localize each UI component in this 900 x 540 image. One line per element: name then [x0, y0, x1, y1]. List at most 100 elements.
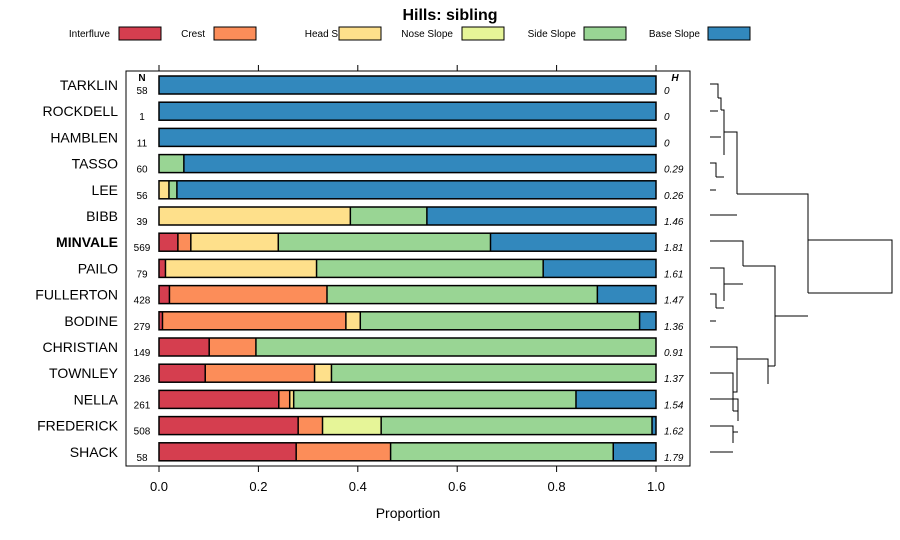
bar-outline: [158, 258, 657, 279]
bar-row: [158, 337, 657, 357]
x-axis: 0.0 0.2 0.4 0.6 0.8 1.0: [150, 65, 665, 494]
series-name-label: BIBB: [86, 208, 118, 224]
series-name-label: TOWNLEY: [49, 365, 119, 381]
bar-outline: [158, 284, 657, 305]
bar-outline: [158, 153, 657, 174]
bar-row: [158, 127, 657, 148]
n-header: N: [138, 73, 145, 84]
bar-outline: [158, 415, 657, 436]
bar-segment: [360, 311, 640, 330]
series-name-label: FREDERICK: [37, 418, 119, 434]
n-value-label: 58: [136, 86, 148, 97]
bar-outline: [158, 389, 657, 410]
h-value-label: 0: [664, 112, 670, 123]
series-name-label: BODINE: [64, 313, 118, 329]
n-value-label: 261: [134, 400, 151, 411]
series-name-label: ROCKDELL: [43, 103, 119, 119]
bar-segment: [314, 364, 332, 383]
bar-segment: [298, 416, 323, 435]
bar-segment: [381, 416, 653, 435]
bar-segment: [289, 390, 294, 409]
bar-segment: [159, 154, 184, 173]
bar-segment: [159, 233, 178, 252]
h-value-label: 1.79: [664, 453, 684, 464]
h-value-label: 0: [664, 138, 670, 149]
h-value-label: 1.81: [664, 243, 683, 254]
bar-row: [158, 442, 657, 462]
bar-segment: [255, 338, 657, 356]
series-name-label: HAMBLEN: [50, 129, 118, 145]
bar-segment: [490, 233, 656, 252]
n-value-label: 236: [134, 374, 151, 385]
n-value-label: 58: [136, 453, 148, 464]
legend-label: Side Slope: [528, 29, 577, 40]
series-name-label: MINVALE: [56, 234, 118, 250]
plot-frame: [125, 70, 691, 467]
legend-label: Crest: [181, 29, 205, 40]
n-value-label: 508: [134, 427, 151, 438]
x-tick-label: 0.4: [349, 479, 367, 494]
chart-title: Hills: sibling: [402, 7, 497, 24]
row-labels: TARKLIN 58 0 ROCKDELL 1 0 HAMBLEN 11 0 TASSO 60 0.2…: [35, 77, 684, 464]
bar-segment: [159, 207, 351, 225]
bar-row: [158, 363, 657, 383]
series-name-label: TASSO: [72, 156, 119, 172]
bar-segment: [278, 233, 491, 252]
bar-outline: [158, 75, 657, 95]
series-name-label: FULLERTON: [35, 287, 118, 303]
series-name-label: TARKLIN: [60, 77, 118, 93]
bar-segment: [159, 76, 656, 94]
legend-swatch: [213, 26, 257, 41]
x-tick-label: 0.0: [150, 479, 168, 494]
h-value-label: 1.36: [664, 322, 684, 333]
series-name-label: LEE: [92, 182, 118, 198]
bar-outline: [158, 206, 657, 226]
bar-segment: [159, 338, 210, 356]
bar-segment: [159, 364, 206, 383]
n-value-label: 79: [136, 269, 148, 280]
bar-outline: [158, 363, 657, 383]
h-value-label: 0.26: [664, 191, 684, 202]
legend-label: Base Slope: [649, 29, 701, 40]
legend-swatch: [338, 26, 382, 41]
bar-segment: [209, 338, 256, 356]
bar-segment: [543, 259, 656, 278]
bar-row: [158, 389, 657, 410]
bar-segment: [159, 390, 279, 409]
x-tick-label: 0.2: [249, 479, 267, 494]
bar-segment: [159, 102, 656, 121]
n-value-label: 11: [137, 138, 148, 149]
legend-swatch: [461, 26, 505, 41]
bar-outline: [158, 337, 657, 357]
bar-outline: [158, 311, 657, 331]
bar-row: [158, 311, 657, 331]
bar-segment: [205, 364, 315, 383]
series-name-label: CHRISTIAN: [43, 339, 118, 355]
bar-segment: [159, 180, 169, 199]
bar-segment: [159, 311, 163, 330]
bar-segment: [426, 207, 656, 225]
bar-outline: [158, 180, 657, 200]
bar-segment: [278, 390, 290, 409]
x-tick-label: 0.6: [448, 479, 466, 494]
bar-segment: [575, 390, 656, 409]
bar-row: [158, 153, 657, 174]
bar-segment: [597, 285, 656, 304]
legend-label: Nose Slope: [401, 29, 453, 40]
bar-segment: [159, 128, 656, 147]
n-value-label: 279: [134, 322, 151, 333]
bar-outline: [158, 101, 657, 121]
x-tick-label: 1.0: [647, 479, 665, 494]
legend-swatch: [707, 26, 751, 41]
n-value-label: 39: [136, 217, 148, 228]
n-value-label: 60: [136, 165, 148, 176]
bar-row: [158, 180, 657, 200]
bar-segment: [326, 285, 598, 304]
x-tick-label: 0.8: [548, 479, 566, 494]
h-header: H: [671, 73, 679, 84]
legend-label: Head Slope: [305, 29, 358, 40]
bar-segment: [322, 416, 382, 435]
bar-row: [158, 75, 657, 95]
bar-segment: [168, 180, 177, 199]
